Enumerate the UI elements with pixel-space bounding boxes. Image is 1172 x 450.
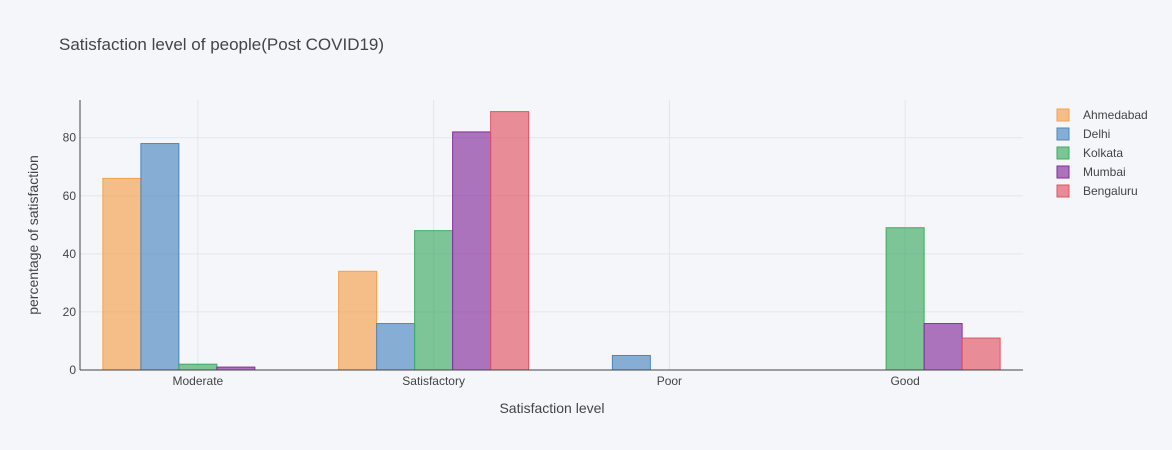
legend: Ahmedabad Delhi Kolkata Mumbai Bengaluru <box>1056 108 1148 198</box>
bars <box>102 111 1001 371</box>
bar-ahmedabad-satisfactory[interactable] <box>338 270 378 371</box>
x-tick-label: Good <box>890 374 919 388</box>
bar-delhi-satisfactory[interactable] <box>376 323 416 371</box>
bar-ahmedabad-moderate[interactable] <box>102 177 142 371</box>
bar-delhi-poor[interactable] <box>611 354 651 371</box>
legend-label[interactable]: Ahmedabad <box>1083 108 1148 122</box>
bar-bengaluru-good[interactable] <box>961 337 1001 371</box>
bar-delhi-moderate[interactable] <box>140 143 180 371</box>
y-tick-label: 0 <box>69 363 76 377</box>
x-axis-title: Satisfaction level <box>499 400 604 416</box>
y-tick-label: 80 <box>63 131 77 145</box>
legend-swatch[interactable] <box>1056 165 1070 179</box>
bar-mumbai-good[interactable] <box>923 323 963 371</box>
legend-label[interactable]: Bengaluru <box>1083 184 1138 198</box>
chart-title: Satisfaction level of people(Post COVID1… <box>59 35 384 54</box>
bar-kolkata-satisfactory[interactable] <box>414 230 454 371</box>
axes: 0 20 40 60 80 Moderate Satisfactory Poor Good <box>63 100 1023 388</box>
legend-swatch[interactable] <box>1056 184 1070 198</box>
bar-bengaluru-satisfactory[interactable] <box>490 111 530 371</box>
y-tick-label: 60 <box>63 189 77 203</box>
y-tick-label: 20 <box>63 305 77 319</box>
bar-kolkata-good[interactable] <box>885 227 925 371</box>
legend-label[interactable]: Mumbai <box>1083 165 1126 179</box>
bar-mumbai-satisfactory[interactable] <box>452 131 492 371</box>
x-tick-label: Satisfactory <box>402 374 465 388</box>
legend-label[interactable]: Delhi <box>1083 127 1110 141</box>
x-tick-label: Moderate <box>173 374 224 388</box>
x-tick-label: Poor <box>657 374 682 388</box>
legend-swatch[interactable] <box>1056 108 1070 122</box>
legend-label[interactable]: Kolkata <box>1083 146 1123 160</box>
legend-swatch[interactable] <box>1056 146 1070 160</box>
y-axis-title: percentage of satisfaction <box>25 155 41 315</box>
bar-kolkata-moderate[interactable] <box>178 363 218 371</box>
y-tick-label: 40 <box>63 247 77 261</box>
gridlines <box>80 100 1023 370</box>
legend-swatch[interactable] <box>1056 127 1070 141</box>
